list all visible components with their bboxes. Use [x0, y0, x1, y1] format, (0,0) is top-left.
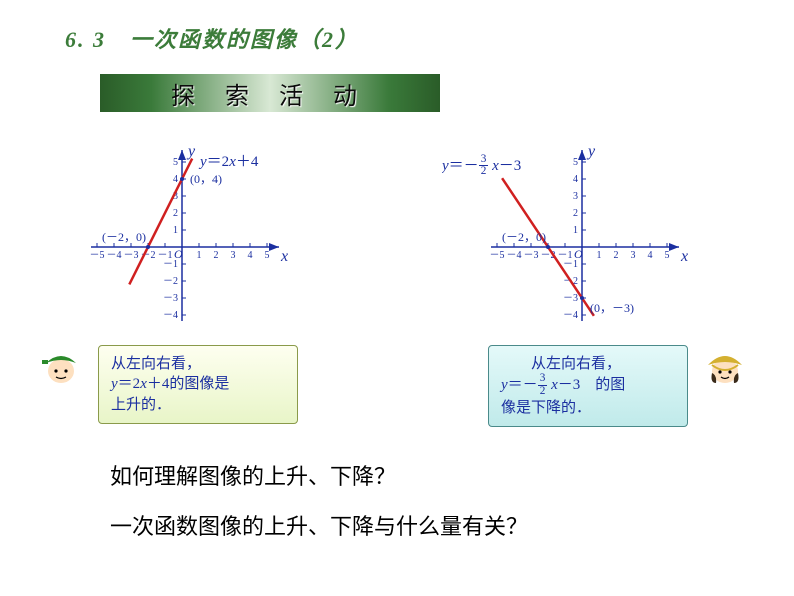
page-title: 6. 3 一次函数的图像（2） [0, 0, 794, 54]
svg-text:y: y [586, 143, 596, 160]
svg-text:－4: －4 [107, 250, 122, 261]
svg-text:3: 3 [231, 250, 236, 261]
svg-text:3: 3 [573, 191, 578, 202]
svg-text:－3: －3 [124, 250, 139, 261]
svg-text:2: 2 [573, 208, 578, 219]
svg-text:4: 4 [648, 250, 653, 261]
questions: 如何理解图像的上升、下降？ 一次函数图像的上升、下降与什么量有关？ [0, 459, 794, 541]
svg-text:－5: －5 [490, 250, 505, 261]
speech-left-line2: y＝2x＋4的图像是 [111, 376, 229, 392]
svg-text:y: y [186, 143, 196, 160]
speech-row: 从左向右看， y＝2x＋4的图像是 上升的． 从左向右看， y＝－32 x－3 … [0, 345, 794, 427]
svg-text:(0，4): (0，4) [190, 172, 222, 186]
svg-text:－3: －3 [524, 250, 539, 261]
speech-right-line3: 像是下降的． [501, 400, 591, 416]
svg-text:2: 2 [214, 250, 219, 261]
svg-text:－3: －3 [163, 293, 178, 304]
svg-text:2: 2 [614, 250, 619, 261]
svg-text:O: O [574, 247, 583, 261]
svg-text:5: 5 [665, 250, 670, 261]
svg-text:4: 4 [573, 174, 578, 185]
banner-text: 探 索 活 动 [171, 76, 369, 111]
svg-text:4: 4 [173, 174, 178, 185]
question-2: 一次函数图像的上升、下降与什么量有关？ [110, 509, 794, 541]
svg-text:x: x [680, 248, 688, 265]
speech-left-line3: 上升的． [111, 397, 171, 413]
svg-text:－4: －4 [563, 310, 578, 321]
svg-text:5: 5 [173, 157, 178, 168]
section-banner: 探 索 活 动 [100, 74, 440, 112]
svg-text:2: 2 [173, 208, 178, 219]
svg-text:(－2，0): (－2，0) [502, 230, 546, 244]
charts-row: －5－4－3－2－112345－4－3－2－112345Oxy(0，4)(－2，… [0, 142, 794, 337]
svg-text:1: 1 [573, 225, 578, 236]
svg-text:－5: －5 [90, 250, 105, 261]
speech-bubble-right: 从左向右看， y＝－32 x－3 的图 像是下降的． [488, 345, 688, 427]
speech-left-line1: 从左向右看， [111, 356, 201, 372]
svg-text:－3: －3 [563, 293, 578, 304]
svg-text:5: 5 [573, 157, 578, 168]
chart-right: －5－4－3－2－112345－4－3－2－112345Oxy(0，－3)(－2… [437, 142, 757, 337]
svg-text:－2: －2 [163, 276, 178, 287]
girl-avatar-icon [704, 345, 746, 387]
svg-text:1: 1 [173, 225, 178, 236]
svg-text:y＝2x＋4: y＝2x＋4 [198, 154, 259, 170]
speech-left: 从左向右看， y＝2x＋4的图像是 上升的． [40, 345, 298, 427]
speech-right: 从左向右看， y＝－32 x－3 的图 像是下降的． [488, 345, 746, 427]
chart-right-svg: －5－4－3－2－112345－4－3－2－112345Oxy(0，－3)(－2… [437, 142, 757, 332]
svg-text:4: 4 [248, 250, 253, 261]
speech-right-line2: y＝－32 x－3 的图 [501, 377, 625, 393]
boy-avatar-icon [40, 345, 82, 387]
svg-text:－4: －4 [163, 310, 178, 321]
svg-text:1: 1 [197, 250, 202, 261]
svg-text:3: 3 [631, 250, 636, 261]
speech-bubble-left: 从左向右看， y＝2x＋4的图像是 上升的． [98, 345, 298, 424]
svg-text:－4: －4 [507, 250, 522, 261]
svg-text:(0，－3): (0，－3) [590, 301, 634, 315]
svg-text:(－2，0): (－2，0) [102, 230, 146, 244]
svg-text:1: 1 [597, 250, 602, 261]
svg-text:O: O [174, 247, 183, 261]
svg-text:5: 5 [265, 250, 270, 261]
speech-right-line1: 从左向右看， [501, 356, 621, 372]
question-1: 如何理解图像的上升、下降？ [110, 459, 794, 491]
svg-text:x: x [280, 248, 288, 265]
chart-left-svg: －5－4－3－2－112345－4－3－2－112345Oxy(0，4)(－2，… [37, 142, 357, 332]
chart-left: －5－4－3－2－112345－4－3－2－112345Oxy(0，4)(－2，… [37, 142, 357, 337]
